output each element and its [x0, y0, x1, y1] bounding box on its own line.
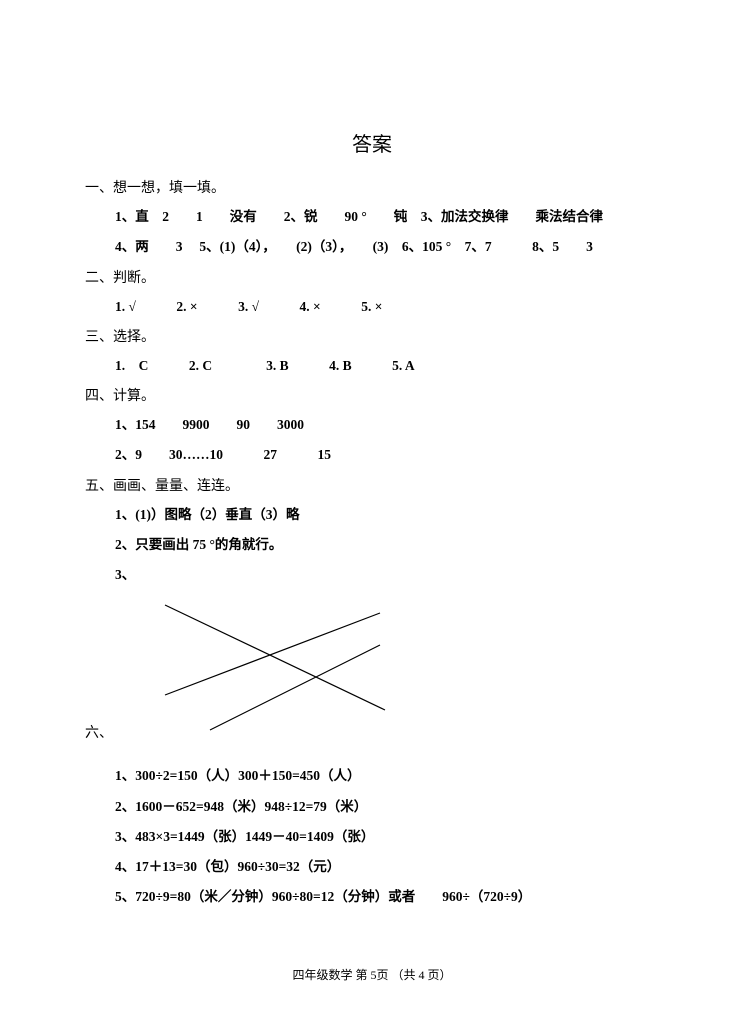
section-5-header: 五、画画、量量、连连。 [85, 476, 659, 497]
section-4-header: 四、计算。 [85, 386, 659, 407]
section-3-header: 三、选择。 [85, 327, 659, 348]
section-6-line-5: 5、720÷9=80（米／分钟）960÷80=12（分钟）或者 960÷（720… [85, 887, 659, 907]
section-5-line-2: 2、只要画出 75 °的角就行。 [85, 535, 659, 555]
page-footer: 四年级数学 第 5页 （共 4 页） [0, 966, 744, 984]
section-4-line-1: 1、154 9900 90 3000 [85, 415, 659, 435]
section-2-header: 二、判断。 [85, 268, 659, 289]
section-6-header: 六、 [85, 723, 659, 744]
page-title: 答案 [85, 130, 659, 160]
section-2-line-1: 1. √ 2. × 3. √ 4. × 5. × [85, 297, 659, 317]
section-3-line-1: 1. C 2. C 3. B 4. B 5. A [85, 356, 659, 376]
section-4-line-2: 2、9 30……10 27 15 [85, 445, 659, 465]
cross-lines-diagram [155, 595, 405, 735]
section-5-line-1: 1、(1)）图略（2）垂直（3）略 [85, 505, 659, 525]
section-6-line-4: 4、17＋13=30（包）960÷30=32（元） [85, 857, 659, 877]
section-6-line-2: 2、1600－652=948（米）948÷12=79（米） [85, 797, 659, 817]
section-1-line-1: 1、直 2 1 没有 2、锐 90 ° 钝 3、加法交换律 乘法结合律 [85, 207, 659, 227]
section-1-header: 一、想一想，填一填。 [85, 178, 659, 199]
section-5-line-3: 3、 [85, 565, 659, 585]
section-1-line-2: 4、两 3 5、(1)（4）， (2)（3）， (3) 6、105 ° 7、7 … [85, 237, 659, 257]
section-6-line-3: 3、483×3=1449（张）1449－40=1409（张） [85, 827, 659, 847]
section-6-line-1: 1、300÷2=150（人）300＋150=450（人） [85, 766, 659, 786]
